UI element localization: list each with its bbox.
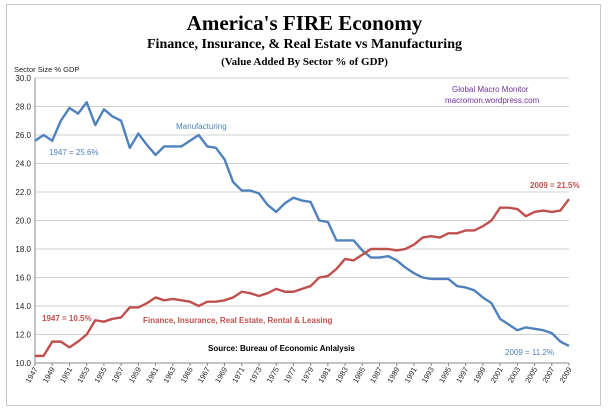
x-tick-label: 1987 <box>368 366 384 385</box>
x-tick-label: 2005 <box>523 366 539 385</box>
x-tick-label: 1963 <box>161 366 177 385</box>
x-tick-label: 1965 <box>179 366 195 385</box>
x-tick-label: 1969 <box>213 366 229 385</box>
manufacturing-end-label: 2009 = 11.2% <box>505 348 554 357</box>
x-tick-label: 1991 <box>403 366 419 385</box>
x-tick-label: 1997 <box>454 366 470 385</box>
credit-url: macromon.wordpress.com <box>445 96 540 105</box>
fire-line <box>35 198 570 358</box>
x-tick-label: 1959 <box>127 366 143 385</box>
fire-end-label: 2009 = 21.5% <box>530 181 580 190</box>
manufacturing-start-label: 1947 = 25.6% <box>49 148 99 157</box>
y-axis-label: Sector Size % GDP <box>14 65 80 74</box>
y-tick-label: 12.0 <box>15 331 31 340</box>
y-tick-label: 24.0 <box>15 160 31 169</box>
x-tick-label: 1971 <box>230 366 246 385</box>
y-tick-label: 16.0 <box>15 274 31 283</box>
x-tick-label: 1977 <box>282 366 298 385</box>
x-tick-label: 1957 <box>110 366 126 385</box>
y-tick-label: 22.0 <box>15 188 31 197</box>
manufacturing-series-label: Manufacturing <box>176 122 227 131</box>
chart-subtitle: Finance, Insurance, & Real Estate vs Man… <box>147 37 462 52</box>
chart-subtitle-units: (Value Added By Sector % of GDP) <box>221 56 388 68</box>
x-tick-label: 1993 <box>420 366 436 385</box>
x-tick-label: 1983 <box>334 366 350 385</box>
credit-title: Global Macro Monitor <box>452 85 529 94</box>
x-tick-label: 1955 <box>92 366 108 385</box>
x-tick-label: 1975 <box>265 366 281 385</box>
chart-frame <box>6 4 601 406</box>
x-tick-label: 1951 <box>58 366 74 385</box>
x-tick-label: 1995 <box>437 366 453 385</box>
y-tick-label: 26.0 <box>15 131 31 140</box>
y-tick-label: 14.0 <box>15 302 31 311</box>
source-note: Source: Bureau of Economic Anlalysis <box>208 344 355 353</box>
manufacturing-line <box>34 101 570 347</box>
fire-series-label: Finance, Insurance, Real Estate, Rental … <box>143 316 333 325</box>
y-tick-label: 18.0 <box>15 245 31 254</box>
x-tick-label: 2007 <box>540 366 556 385</box>
x-tick-label: 2001 <box>489 366 505 385</box>
x-tick-label: 1949 <box>41 366 57 385</box>
x-tick-label: 1973 <box>248 366 264 385</box>
x-tick-label: 1953 <box>75 366 91 385</box>
fire-start-label: 1947 = 10.5% <box>42 314 92 323</box>
x-tick-label: 1979 <box>299 366 315 385</box>
x-tick-label: 1947 <box>24 366 40 385</box>
x-tick-label: 1985 <box>351 366 367 385</box>
x-tick-label: 2009 <box>558 366 574 385</box>
x-tick-label: 1961 <box>144 366 160 385</box>
x-tick-label: 2003 <box>506 366 522 385</box>
x-tick-label: 1967 <box>196 366 212 385</box>
y-tick-label: 30.0 <box>15 74 31 83</box>
x-tick-label: 1989 <box>385 366 401 385</box>
y-tick-label: 20.0 <box>15 217 31 226</box>
y-tick-label: 28.0 <box>15 103 31 112</box>
chart-title: America's FIRE Economy <box>186 11 423 35</box>
y-tick-label: 10.0 <box>15 359 31 368</box>
x-tick-label: 1999 <box>471 366 487 385</box>
x-tick-label: 1981 <box>316 366 332 385</box>
